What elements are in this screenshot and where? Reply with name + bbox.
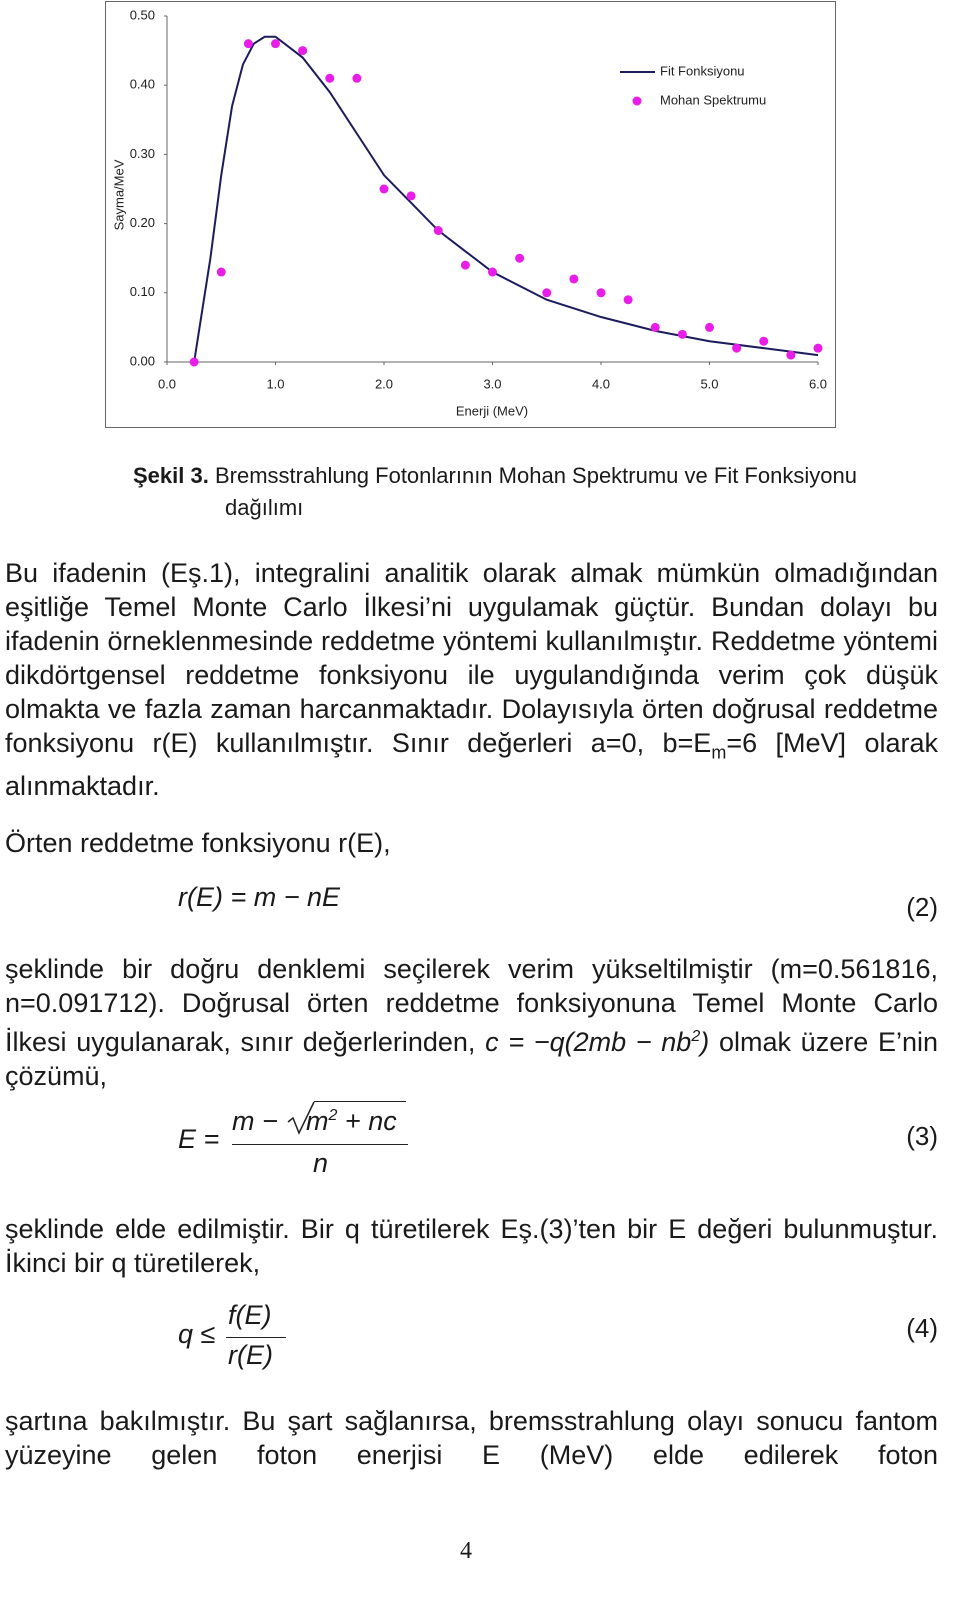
text: şeklinde bir doğru denklemi seçilerek ve…	[5, 954, 938, 1057]
equation-number: (2)	[906, 892, 938, 922]
fit-line	[193, 35, 819, 363]
superscript: 2	[328, 1107, 338, 1124]
y-axis-title: Sayma/MeV	[111, 159, 126, 230]
radicand-base: m	[306, 1106, 329, 1136]
data-point	[596, 288, 606, 298]
y-tick-label: 0.40	[130, 77, 155, 92]
x-tick-label: 5.0	[700, 376, 718, 391]
text: Örten reddetme fonksiyonu r(E),	[5, 828, 391, 858]
chart: Enerji (MeV) Sayma/MeV 0.00 0.10 0.20 0.30 0…	[105, 1, 836, 428]
data-point	[677, 329, 687, 339]
legend-label: Mohan Spektrumu	[660, 92, 766, 107]
y-tick-label: 0.00	[130, 353, 155, 368]
superscript: 2	[691, 1028, 701, 1045]
y-tick-label: 0.20	[130, 215, 155, 230]
data-point	[243, 39, 253, 49]
data-point	[732, 343, 742, 353]
formula: c = −q(2mb − nb	[485, 1027, 692, 1057]
data-point	[569, 274, 579, 284]
caption-label: Şekil 3.	[133, 463, 209, 488]
x-tick-label: 3.0	[483, 376, 501, 391]
data-point	[542, 288, 552, 298]
data-point	[488, 267, 497, 277]
denominator: r(E)	[228, 1340, 273, 1370]
data-point	[406, 191, 416, 201]
data-point	[650, 322, 660, 332]
text: =6 [MeV] olarak alınmaktadır.	[5, 728, 938, 802]
x-tick-label: 4.0	[592, 376, 610, 391]
x-tick-label: 1.0	[266, 376, 284, 391]
paragraph: Bu ifadenin (Eş.1), integralini analitik…	[5, 556, 938, 803]
page-number: 4	[460, 1538, 472, 1564]
equation-lhs: E =	[178, 1124, 220, 1154]
equation-number: (3)	[906, 1121, 938, 1151]
caption-text: Bremsstrahlung Fotonlarının Mohan Spektr…	[214, 463, 857, 520]
radicand: m2 + nc	[306, 1106, 397, 1137]
data-point	[460, 260, 470, 270]
text: şeklinde elde edilmiştir. Bir q türetile…	[5, 1214, 938, 1278]
data-point	[379, 184, 389, 194]
paragraph: şeklinde bir doğru denklemi seçilerek ve…	[5, 952, 938, 1093]
text: olmak üzere E’nin çözümü,	[5, 1027, 938, 1091]
data-point	[352, 73, 362, 83]
equation: r(E) = m − nE	[178, 882, 341, 912]
text: Bu ifadenin (Eş.1), integralini analitik…	[5, 558, 938, 758]
x-tick-label: 2.0	[375, 376, 393, 391]
data-point	[433, 226, 443, 236]
y-tick-label: 0.10	[130, 284, 155, 299]
data-point	[216, 267, 226, 277]
figure-caption: Şekil 3. Bremsstrahlung Fotonlarının Moh…	[133, 460, 915, 524]
radicand-rest: + nc	[344, 1106, 397, 1136]
legend-marker	[632, 96, 642, 106]
x-tick-label: 0.0	[158, 376, 176, 391]
data-point	[298, 46, 308, 56]
root-sign	[287, 1101, 315, 1135]
inline-equation: c = −q(2mb − nb2)	[485, 1027, 709, 1057]
data-point	[325, 73, 335, 83]
fraction-bar	[226, 1337, 286, 1338]
text: şartına bakılmıştır. Bu şart sağlanırsa,…	[5, 1406, 938, 1470]
root-bar	[314, 1101, 406, 1102]
data-point	[271, 39, 280, 49]
x-tick-label: 6.0	[809, 376, 827, 391]
data-point	[759, 336, 769, 346]
chart-frame	[105, 1, 836, 428]
y-tick-label: 0.50	[130, 7, 155, 22]
equation-lhs: q ≤	[178, 1319, 216, 1349]
data-point	[515, 253, 525, 263]
subscript: m	[711, 742, 727, 763]
data-point	[623, 295, 633, 305]
equation-number: (4)	[906, 1313, 938, 1343]
data-point	[813, 343, 823, 353]
formula: )	[700, 1027, 710, 1057]
numerator: m −	[232, 1106, 278, 1136]
paragraph: Örten reddetme fonksiyonu r(E),	[5, 826, 938, 860]
x-axis-title: Enerji (MeV)	[456, 403, 528, 418]
paragraph: şartına bakılmıştır. Bu şart sağlanırsa,…	[5, 1404, 938, 1472]
denominator: n	[313, 1148, 329, 1178]
data-point	[189, 357, 199, 367]
y-tick-label: 0.30	[130, 146, 155, 161]
numerator: f(E)	[228, 1300, 272, 1330]
fraction-bar	[232, 1144, 408, 1145]
legend-label: Fit Fonksiyonu	[660, 63, 745, 78]
data-point	[705, 322, 714, 332]
data-point	[786, 350, 796, 360]
paragraph: şeklinde elde edilmiştir. Bir q türetile…	[5, 1212, 938, 1280]
